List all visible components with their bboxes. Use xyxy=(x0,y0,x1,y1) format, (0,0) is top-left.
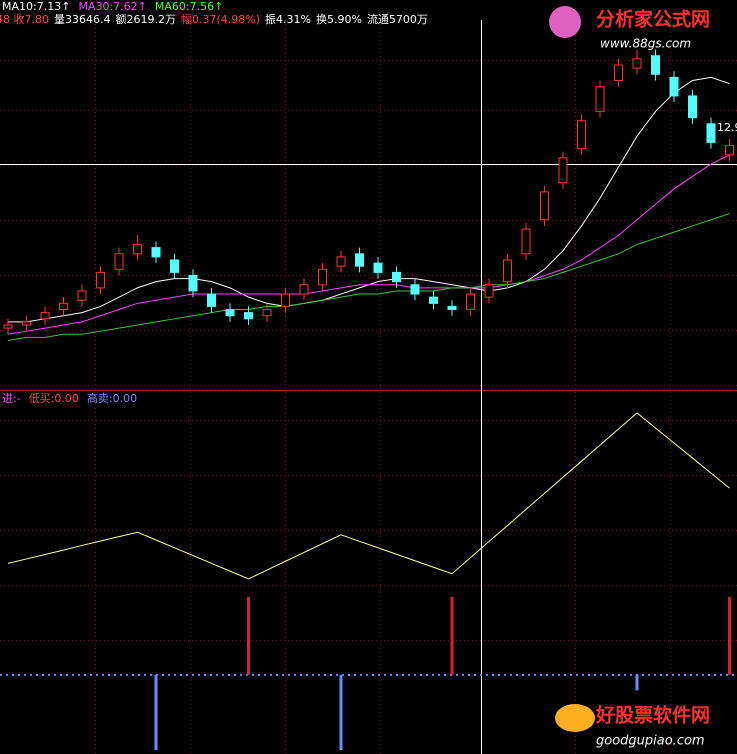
candle-body xyxy=(59,302,68,311)
logo-url: goodgupiao.com xyxy=(596,734,705,749)
signal-bar xyxy=(728,597,731,675)
candle-body xyxy=(447,305,457,311)
candle-body xyxy=(299,284,309,295)
grid xyxy=(0,20,737,754)
signal-bar xyxy=(247,597,250,675)
logo-icon xyxy=(555,704,595,732)
ma-line xyxy=(7,213,730,341)
candle-body xyxy=(336,256,346,267)
signal-bar xyxy=(450,597,454,675)
info-label: 额2619.2万 xyxy=(116,13,177,26)
legend-label: 低买:0.00 xyxy=(29,392,79,405)
logo-icon xyxy=(549,6,581,38)
candle-body xyxy=(77,290,87,301)
logo-title: 分析家公式网 xyxy=(596,8,710,31)
info-label: 换5.90% xyxy=(316,12,362,26)
signal-bar xyxy=(635,674,639,691)
candle-body xyxy=(281,293,290,307)
legend-label: MA60:7.56↑ xyxy=(155,0,223,13)
indicator-line xyxy=(7,412,730,580)
candle-body xyxy=(244,312,253,320)
legend-label: 进:- xyxy=(2,392,21,405)
candle-body xyxy=(262,309,272,317)
candle-body xyxy=(133,244,142,255)
candle-body xyxy=(22,321,31,326)
legend-label: 高卖:0.00 xyxy=(87,391,137,405)
signal-bar xyxy=(339,674,343,750)
candle-body xyxy=(318,268,327,286)
info-label: 幅0.37(4.98%) xyxy=(181,13,260,26)
logo-bottom: 好股票软件网 goodgupiao.com xyxy=(555,704,710,749)
candle-body xyxy=(484,284,494,298)
logo-url: www.88gs.com xyxy=(600,37,691,51)
logo-title: 好股票软件网 xyxy=(595,704,710,727)
info-label: 量33646.4 xyxy=(54,13,111,26)
candle-body xyxy=(725,144,734,156)
candle-body xyxy=(170,259,179,273)
candle-body xyxy=(688,95,697,119)
info-label: 流通5700万 xyxy=(367,12,428,26)
candle-body xyxy=(225,309,235,317)
candle-body xyxy=(429,296,438,304)
logo-top: 分析家公式网 www.88gs.com xyxy=(549,6,710,51)
candle-body xyxy=(373,262,383,273)
candle-body xyxy=(410,284,420,295)
info-label: 振4.31% xyxy=(265,12,311,26)
candle-body xyxy=(355,253,364,267)
candle-body xyxy=(595,86,605,112)
candle-body xyxy=(706,123,716,143)
candle-body xyxy=(207,293,216,307)
candle-body xyxy=(669,76,679,97)
candle-body xyxy=(632,58,642,69)
legend-label: MA10:7.13↑ xyxy=(2,0,70,13)
legend-label: MA30:7.62↑ xyxy=(78,0,146,13)
price-annotation: 12.9 xyxy=(717,121,737,134)
ma-line xyxy=(7,154,730,335)
candle-body xyxy=(188,274,198,292)
candle-body xyxy=(466,293,475,311)
candle-body xyxy=(151,247,161,258)
candle-body xyxy=(40,312,50,320)
candle-body xyxy=(558,157,568,184)
candle-body xyxy=(577,120,586,150)
candle-body xyxy=(3,324,13,329)
candle-body xyxy=(614,64,623,81)
candle-body xyxy=(651,55,660,75)
candle-body xyxy=(392,271,401,283)
candle-body xyxy=(96,271,105,289)
candle-body xyxy=(114,253,124,270)
info-label: 48 收7.80 xyxy=(0,12,49,26)
candle-body xyxy=(521,228,531,255)
signal-bar xyxy=(154,674,158,750)
candle-body xyxy=(540,191,549,221)
candle-body xyxy=(503,259,512,283)
